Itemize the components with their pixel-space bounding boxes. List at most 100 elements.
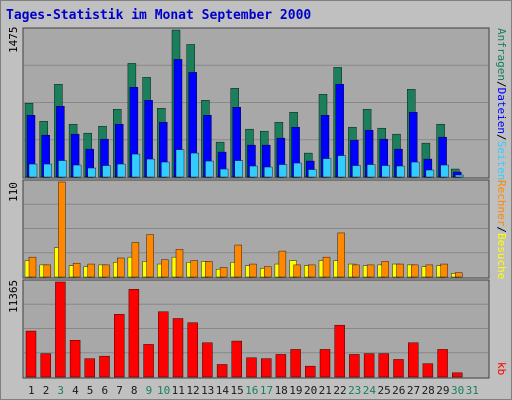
- day-label-18: 18: [275, 384, 288, 397]
- day-label-11: 11: [172, 384, 185, 397]
- day-label-12: 12: [186, 384, 199, 397]
- bar-seiten-day-7: [116, 163, 126, 178]
- bar-rechner-day-11: [175, 249, 184, 278]
- bar-rechner-day-12: [190, 260, 198, 278]
- bar-rechner-day-20: [308, 264, 316, 278]
- bar-seiten-day-15: [234, 160, 244, 178]
- bar-kb-day-22: [334, 324, 345, 378]
- bar-kb-day-6: [99, 355, 110, 378]
- bar-seiten-day-8: [131, 153, 141, 178]
- day-label-5: 5: [87, 384, 94, 397]
- day-label-25: 25: [377, 384, 390, 397]
- bar-seiten-day-9: [146, 158, 155, 178]
- bar-seiten-day-13: [205, 160, 214, 178]
- bar-seiten-day-6: [102, 165, 111, 178]
- bar-kb-day-20: [305, 365, 316, 378]
- bar-rechner-day-24: [366, 264, 375, 278]
- day-label-16: 16: [245, 384, 258, 397]
- legend-dateien: Dateien: [495, 88, 508, 134]
- bar-seiten-day-11: [175, 149, 185, 178]
- bar-kb-day-26: [393, 359, 404, 378]
- bar-kb-day-1: [25, 330, 37, 378]
- bar-seiten-day-10: [161, 161, 170, 178]
- bar-seiten-day-21: [322, 158, 332, 178]
- bar-kb-day-29: [437, 349, 448, 378]
- bar-rechner-day-5: [87, 263, 96, 278]
- legend-separator-3: /: [495, 226, 508, 233]
- panel-top: 1475 Anfragen/Dateien/Seiten: [7, 27, 508, 181]
- day-label-3: 3: [57, 384, 64, 397]
- bar-rechner-day-13: [205, 261, 213, 278]
- bar-kb-day-9: [143, 344, 154, 378]
- bar-rechner-day-23: [352, 264, 360, 278]
- bar-rechner-day-2: [43, 264, 51, 278]
- legend-anfragen: Anfragen: [495, 28, 508, 81]
- legend-separator-1: /: [495, 81, 508, 88]
- bar-kb-day-4: [69, 340, 81, 378]
- bar-rechner-day-8: [131, 242, 140, 278]
- bar-rechner-day-18: [278, 250, 287, 278]
- bar-rechner-day-7: [116, 257, 125, 278]
- bar-kb-day-28: [422, 363, 434, 378]
- legend-rechner: Rechner: [495, 180, 508, 227]
- bar-rechner-day-10: [161, 259, 169, 278]
- day-label-20: 20: [304, 384, 317, 397]
- day-label-6: 6: [101, 384, 108, 397]
- bar-seiten-day-24: [366, 164, 376, 178]
- bar-rechner-day-21: [322, 256, 331, 278]
- day-label-27: 27: [407, 384, 420, 397]
- bar-kb-day-24: [363, 353, 375, 378]
- bar-kb-day-7: [113, 314, 125, 378]
- day-label-15: 15: [230, 384, 243, 397]
- bar-rechner-day-1: [28, 256, 37, 278]
- day-label-17: 17: [260, 384, 273, 397]
- bar-seiten-day-30: [455, 174, 464, 178]
- bar-rechner-day-3: [58, 181, 66, 278]
- bar-rechner-day-17: [264, 266, 272, 278]
- bar-seiten-day-22: [337, 155, 346, 178]
- chart-title: Tages-Statistik im Monat September 2000: [6, 8, 311, 23]
- bar-rechner-day-6: [102, 264, 110, 278]
- bar-kb-day-19: [290, 349, 301, 378]
- bar-seiten-day-20: [308, 169, 317, 178]
- bar-kb-day-25: [378, 353, 389, 378]
- day-label-2: 2: [43, 384, 50, 397]
- panel-bottom-ymax-label: 11365: [7, 280, 20, 313]
- day-label-4: 4: [72, 384, 79, 397]
- bar-seiten-day-4: [72, 164, 82, 178]
- day-label-7: 7: [116, 384, 123, 397]
- day-label-22: 22: [333, 384, 346, 397]
- legend-separator-2: /: [495, 134, 508, 141]
- day-label-8: 8: [131, 384, 138, 397]
- bar-kb-day-30: [452, 372, 463, 378]
- bar-rechner-day-28: [425, 264, 434, 278]
- bar-kb-day-21: [319, 349, 331, 378]
- day-label-19: 19: [289, 384, 302, 397]
- bar-rechner-day-16: [249, 263, 257, 278]
- day-label-9: 9: [146, 384, 153, 397]
- day-label-31: 31: [466, 384, 479, 397]
- bar-seiten-day-16: [249, 165, 258, 178]
- legend-seiten: Seiten: [495, 141, 508, 181]
- bar-seiten-day-23: [352, 165, 361, 178]
- day-label-28: 28: [422, 384, 435, 397]
- panel-bottom-right-label: kb: [495, 362, 508, 375]
- x-axis-day-labels: 1 2 3 4 5 6 7 8 9 10 11 12 13 14 15 16 17 18 19 20 21 22 23 24 2…: [28, 384, 479, 397]
- bar-rechner-day-25: [381, 261, 389, 278]
- bar-seiten-day-28: [425, 169, 435, 178]
- bar-seiten-day-2: [43, 163, 52, 178]
- bar-seiten-day-14: [219, 168, 229, 178]
- bar-kb-day-8: [128, 289, 140, 378]
- bar-rechner-day-29: [440, 263, 448, 278]
- bar-kb-day-3: [55, 281, 66, 378]
- bar-rechner-day-22: [337, 232, 345, 278]
- panel-bottom-bars: [25, 281, 463, 378]
- bar-kb-day-5: [84, 358, 96, 378]
- panel-middle-gridlines: [24, 203, 488, 254]
- day-label-10: 10: [157, 384, 170, 397]
- day-label-26: 26: [392, 384, 405, 397]
- day-label-24: 24: [363, 384, 377, 397]
- bar-seiten-day-19: [293, 162, 302, 178]
- bar-seiten-day-29: [440, 164, 449, 178]
